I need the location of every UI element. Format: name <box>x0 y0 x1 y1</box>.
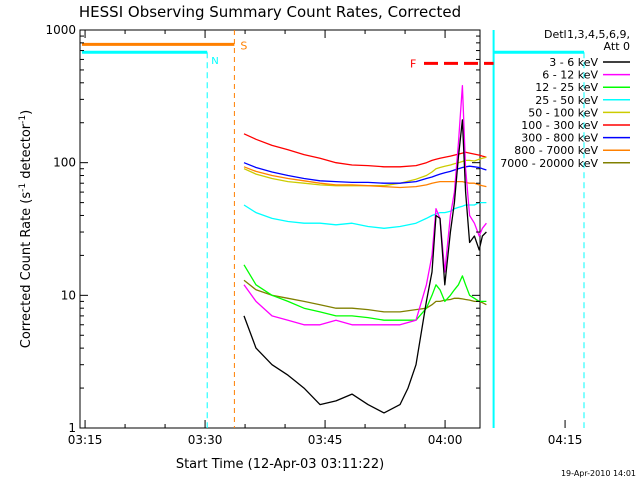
legend-label: 800 - 7000 keV <box>514 144 598 157</box>
series-lines <box>243 85 487 414</box>
legend-label: 3 - 6 keV <box>549 56 598 69</box>
legend-label: 7000 - 20000 keV <box>500 157 598 170</box>
y-axis-label: Corrected Count Rate (s-1 detector-1) <box>18 110 34 348</box>
series-line-5 <box>243 133 487 168</box>
series-line-0 <box>243 119 487 414</box>
x-tick-label: 03:30 <box>188 433 223 447</box>
legend-label: 6 - 12 keV <box>542 69 598 82</box>
series-line-1 <box>243 85 487 326</box>
y-tick-label: 1000 <box>45 23 76 37</box>
series-line-7 <box>243 166 487 189</box>
legend-label: 100 - 300 keV <box>521 119 598 132</box>
plot-frame <box>79 29 481 429</box>
axis-ticks: 03:1503:3003:4504:0004:1504:3004:4511010… <box>45 23 583 447</box>
x-tick-label: 04:15 <box>548 433 583 447</box>
legend-header-line-1: Det 1,3,4,5,6,9, <box>544 28 630 41</box>
y-tick-label: 10 <box>61 288 76 302</box>
x-tick-label: 03:15 <box>68 433 103 447</box>
legend-label: 300 - 800 keV <box>521 132 598 145</box>
legend-header-line-2: Att 0 <box>604 40 630 53</box>
x-tick-label: 03:45 <box>308 433 343 447</box>
footer-date: 19-Apr-2010 14:01 <box>561 469 636 478</box>
series-line-8 <box>243 279 487 313</box>
legend-label: 12 - 25 keV <box>535 81 598 94</box>
y-tick-label: 1 <box>68 421 76 435</box>
flag-label-s: S <box>240 39 247 52</box>
series-line-2 <box>243 264 487 321</box>
y-tick-label: 100 <box>53 156 76 170</box>
chart-title: HESSI Observing Summary Count Rates, Cor… <box>79 3 461 21</box>
flag-bars: S N F <box>82 30 585 428</box>
x-axis-label: Start Time (12-Apr-03 03:11:22) <box>176 457 384 472</box>
flag-label-n: N <box>211 56 218 67</box>
flag-label-f: F <box>410 57 416 70</box>
legend-label: 25 - 50 keV <box>535 94 598 107</box>
series-line-6 <box>243 162 487 184</box>
x-tick-label: 04:00 <box>428 433 463 447</box>
legend-label: 50 - 100 keV <box>528 106 598 119</box>
series-line-4 <box>243 156 487 187</box>
